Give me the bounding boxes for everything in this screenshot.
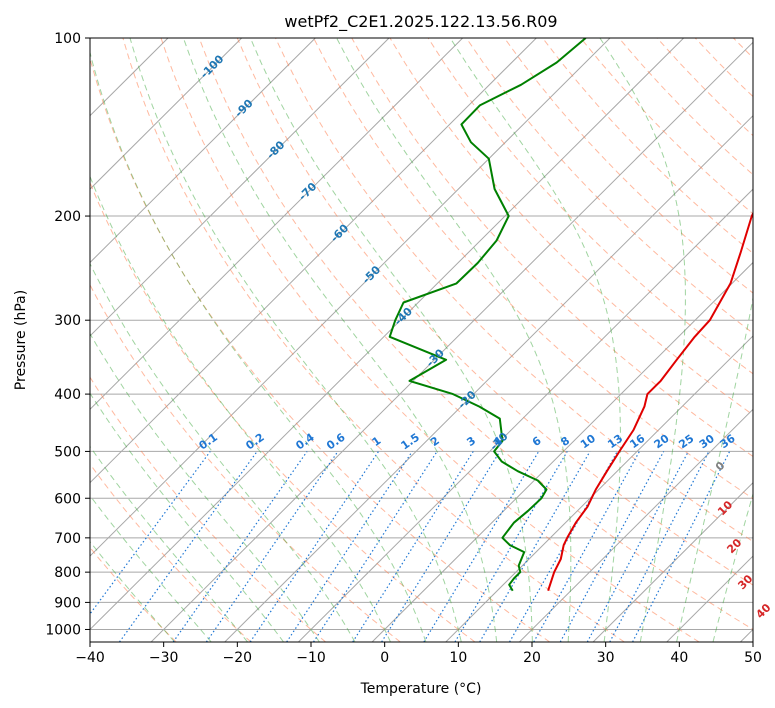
isotherm-line	[90, 38, 316, 264]
moist-adiabat-line	[182, 38, 498, 642]
y-tick-label: 500	[54, 444, 81, 460]
y-tick-label: 900	[54, 595, 81, 611]
x-tick-label: −10	[296, 650, 326, 666]
isotherm-line	[90, 38, 464, 410]
y-tick-label: 300	[54, 313, 81, 329]
y-tick-label: 1000	[45, 622, 81, 638]
moist-adiabat-line	[712, 492, 753, 642]
isotherm-line	[90, 38, 685, 631]
y-tick-label: 700	[54, 531, 81, 547]
moist-adiabat-line	[129, 38, 462, 642]
profile-series	[388, 38, 753, 592]
y-tick-label: 600	[54, 491, 81, 507]
dry-adiabat-line	[160, 38, 700, 642]
y-tick-label: 100	[54, 31, 81, 47]
mixing-ratio-line	[423, 451, 540, 642]
isotherm-line	[592, 481, 753, 642]
isotherm-line	[150, 41, 753, 642]
mixing-ratio-line	[205, 451, 339, 642]
isotherm-line	[519, 408, 753, 642]
y-axis: 100 200 300 400 500 600 700 800 900 1000	[45, 31, 90, 638]
isotherm-line	[445, 335, 753, 642]
moist-adiabat-line	[90, 262, 356, 642]
y-tick-label: 800	[54, 565, 81, 581]
moist-adiabat-line	[449, 38, 621, 642]
mixing-ratio-line	[381, 451, 501, 642]
dry-adiabat-line	[236, 38, 753, 586]
mixing-ratio-line	[533, 451, 640, 642]
y-axis-label: Pressure (hPa)	[13, 290, 29, 390]
dry-adiabat-line	[275, 38, 753, 543]
dry-adiabat-line	[90, 463, 252, 642]
moist-adiabat-line	[90, 50, 427, 642]
plot-frame	[89, 37, 754, 643]
x-tick-label: 10	[449, 650, 467, 666]
mixing-ratio-line	[312, 451, 438, 642]
x-tick-label: −30	[149, 650, 179, 666]
dry-adiabat-line	[90, 56, 550, 642]
moist-adiabat-line	[599, 38, 686, 642]
moist-adiabat-line	[249, 38, 533, 642]
temperature-profile-line	[547, 211, 753, 592]
isotherm-line	[371, 261, 753, 642]
x-tick-label: 40	[670, 650, 688, 666]
mixing-ratio-line	[352, 451, 474, 642]
isotherm-line	[90, 38, 390, 337]
background-lines	[90, 38, 753, 642]
dewpoint-profile-line	[388, 38, 587, 592]
moist-adiabat-line	[90, 392, 284, 642]
moist-adiabat-line	[676, 295, 753, 642]
x-tick-label: 20	[523, 650, 541, 666]
y-tick-label: 200	[54, 209, 81, 225]
chart-title: wetPf2_C2E1.2025.122.13.56.R09	[284, 12, 557, 32]
moist-adiabat-line	[336, 38, 572, 642]
dry-adiabat-line	[313, 38, 753, 500]
y-tick-label: 400	[54, 387, 81, 403]
mixing-ratio-line	[479, 451, 591, 642]
x-tick-label: −20	[223, 650, 253, 666]
dry-adiabat-line	[503, 38, 753, 294]
isotherm-line	[90, 38, 243, 190]
dry-adiabat-line	[122, 38, 625, 642]
x-tick-label: 50	[744, 650, 762, 666]
x-tick-label: 0	[380, 650, 389, 666]
x-tick-label: −40	[75, 650, 105, 666]
mixing-ratio-line	[454, 451, 568, 642]
mixing-ratio-line	[559, 451, 665, 642]
moist-adiabat-line	[90, 445, 248, 642]
dry-adiabat-line	[198, 38, 753, 631]
x-axis-label: Temperature (°C)	[360, 681, 482, 697]
x-tick-label: 30	[597, 650, 615, 666]
isotherm-line	[224, 115, 753, 642]
x-axis: −40 −30 −20 −10 0 10 20 30 40 50	[75, 642, 762, 666]
isotherm-line	[90, 38, 537, 484]
isotherm-line	[90, 38, 611, 557]
moist-adiabat-line	[90, 332, 320, 642]
dry-adiabat-line	[90, 376, 326, 642]
mixing-ratio-line	[172, 451, 308, 642]
